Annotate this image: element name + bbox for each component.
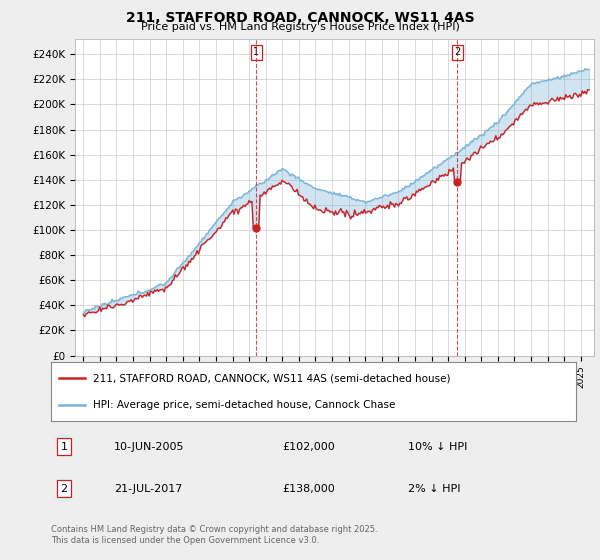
Text: 1: 1 bbox=[253, 47, 259, 57]
Text: 2% ↓ HPI: 2% ↓ HPI bbox=[408, 484, 461, 493]
Text: 10% ↓ HPI: 10% ↓ HPI bbox=[408, 442, 467, 451]
Text: 211, STAFFORD ROAD, CANNOCK, WS11 4AS (semi-detached house): 211, STAFFORD ROAD, CANNOCK, WS11 4AS (s… bbox=[93, 373, 451, 383]
Text: 10-JUN-2005: 10-JUN-2005 bbox=[114, 442, 185, 451]
Text: 21-JUL-2017: 21-JUL-2017 bbox=[114, 484, 182, 493]
Text: HPI: Average price, semi-detached house, Cannock Chase: HPI: Average price, semi-detached house,… bbox=[93, 400, 395, 410]
Text: £138,000: £138,000 bbox=[282, 484, 335, 493]
Text: Contains HM Land Registry data © Crown copyright and database right 2025.
This d: Contains HM Land Registry data © Crown c… bbox=[51, 525, 377, 545]
Text: Price paid vs. HM Land Registry's House Price Index (HPI): Price paid vs. HM Land Registry's House … bbox=[140, 22, 460, 32]
Text: 2: 2 bbox=[454, 47, 460, 57]
Text: 2: 2 bbox=[61, 484, 68, 493]
Text: £102,000: £102,000 bbox=[282, 442, 335, 451]
Text: 1: 1 bbox=[61, 442, 68, 451]
Text: 211, STAFFORD ROAD, CANNOCK, WS11 4AS: 211, STAFFORD ROAD, CANNOCK, WS11 4AS bbox=[125, 11, 475, 25]
